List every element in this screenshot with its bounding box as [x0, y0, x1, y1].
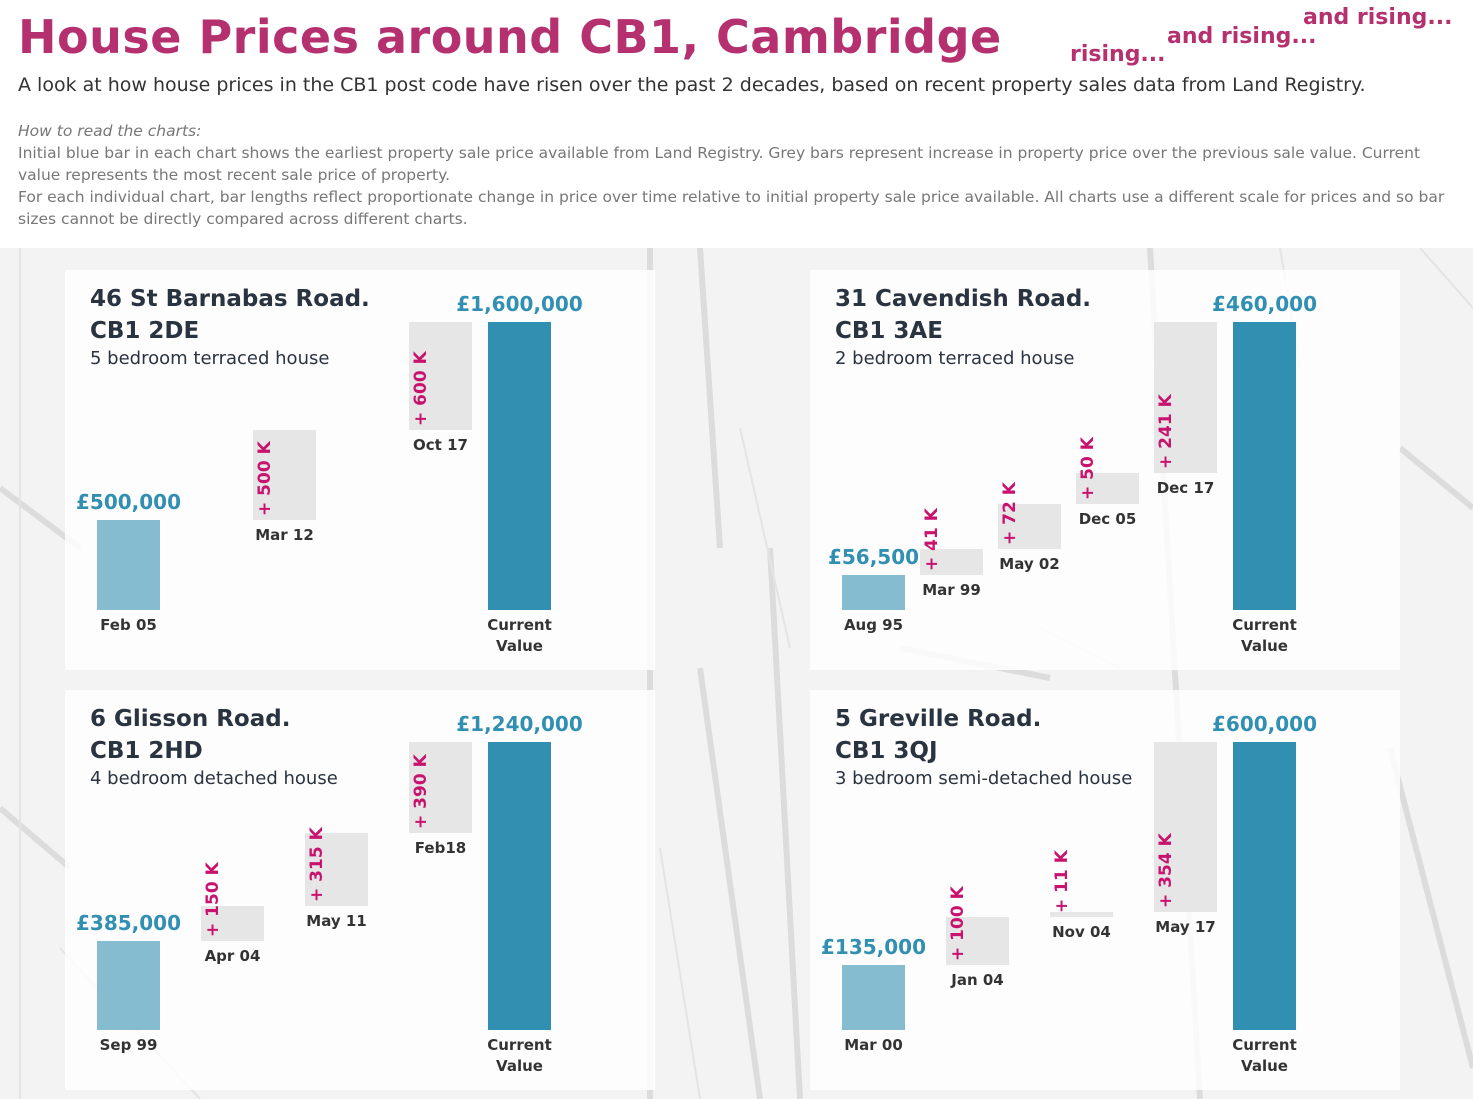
value-label: £56,500 [827, 544, 920, 569]
chart-subtitle: 3 bedroom semi-detached house [835, 768, 1133, 789]
chart-postcode: CB1 2HD [90, 738, 203, 764]
rising-text: and rising... [1303, 5, 1453, 30]
value-label: £600,000 [1211, 712, 1317, 736]
increase-label: + 354 K [1156, 833, 1176, 908]
chart-postcode: CB1 3QJ [835, 738, 938, 764]
chart-postcode: CB1 2DE [90, 318, 200, 344]
bar [998, 503, 1061, 549]
category-label: Jan 04 [951, 971, 1004, 990]
increase-label: + 241 K [1156, 393, 1176, 469]
category-label: Dec 17 [1156, 478, 1215, 497]
category-label: Feb18 [414, 838, 467, 857]
bar [1154, 742, 1217, 912]
increase-label: + 11 K [1052, 850, 1072, 914]
value-label: £500,000 [75, 490, 181, 514]
chart-subtitle: 5 bedroom terraced house [90, 348, 330, 369]
increase-label: + 72 K [1000, 482, 1020, 545]
rising-text: and rising... [1167, 24, 1317, 49]
chart-title: 6 Glisson Road. [90, 706, 291, 732]
how-to-heading: How to read the charts: [18, 122, 202, 140]
bar [1233, 742, 1296, 1030]
bar [1050, 911, 1113, 918]
category-label: May 17 [1155, 917, 1216, 936]
bar [842, 965, 905, 1030]
category-label: Current Value [1232, 1036, 1297, 1075]
increase-label: + 500 K [255, 441, 275, 516]
chart-title: 46 St Barnabas Road. [90, 286, 370, 312]
increase-label: + 600 K [411, 351, 431, 426]
category-label: May 11 [306, 911, 367, 930]
bar [842, 574, 905, 610]
category-label: Sep 99 [99, 1036, 158, 1054]
category-label: Oct 17 [413, 436, 468, 454]
bar [201, 905, 264, 941]
bar [1154, 321, 1217, 473]
category-label: Feb 05 [100, 616, 157, 634]
category-label: Mar 12 [255, 526, 314, 544]
bar [97, 520, 160, 610]
subtitle: A look at how house prices in the CB1 po… [18, 74, 1366, 96]
chart-panel [810, 690, 1400, 1090]
chart-subtitle: 2 bedroom terraced house [835, 348, 1075, 369]
bar [946, 917, 1009, 966]
title: House Prices around CB1, Cambridge [18, 10, 1002, 64]
bar [253, 430, 316, 520]
increase-label: + 50 K [1078, 436, 1098, 500]
increase-label: + 100 K [948, 886, 968, 962]
bar [1076, 472, 1139, 504]
increase-label: + 41 K [922, 507, 942, 571]
bar [409, 742, 472, 833]
category-label: Mar 00 [844, 1036, 903, 1054]
chart-subtitle: 4 bedroom detached house [90, 768, 338, 789]
value-label: £135,000 [820, 935, 926, 960]
value-label: £460,000 [1211, 292, 1317, 316]
how-to-read: How to read the charts: Initial blue bar… [18, 120, 1458, 230]
increase-label: + 150 K [203, 861, 223, 937]
chart-postcode: CB1 3AE [835, 318, 943, 344]
category-label: May 02 [999, 554, 1060, 573]
value-label: £1,240,000 [456, 712, 583, 736]
chart-title: 5 Greville Road. [835, 706, 1042, 732]
increase-label: + 315 K [307, 826, 327, 902]
category-label: Dec 05 [1078, 509, 1137, 528]
bar [305, 832, 368, 906]
value-label: £385,000 [75, 910, 181, 935]
category-label: Aug 95 [843, 616, 904, 634]
category-label: Nov 04 [1052, 923, 1111, 942]
bar [97, 940, 160, 1030]
value-label: £1,600,000 [456, 292, 583, 316]
increase-label: + 390 K [411, 753, 431, 829]
how-to-paragraph: Initial blue bar in each chart shows the… [18, 144, 1421, 184]
bar [1233, 322, 1296, 610]
chart-panel [810, 270, 1400, 670]
bar [409, 322, 472, 430]
rising-text: rising... [1070, 42, 1166, 67]
chart-panel [65, 270, 655, 670]
category-label: Current Value [1232, 616, 1297, 655]
bar [920, 548, 983, 575]
category-label: Apr 04 [204, 946, 261, 965]
how-to-paragraph: For each individual chart, bar lengths r… [18, 188, 1445, 228]
chart-title: 31 Cavendish Road. [835, 286, 1092, 312]
bar [488, 322, 551, 610]
category-label: Current Value [487, 1036, 552, 1075]
bar [488, 742, 551, 1030]
category-label: Mar 99 [922, 580, 981, 599]
category-label: Current Value [487, 616, 552, 655]
